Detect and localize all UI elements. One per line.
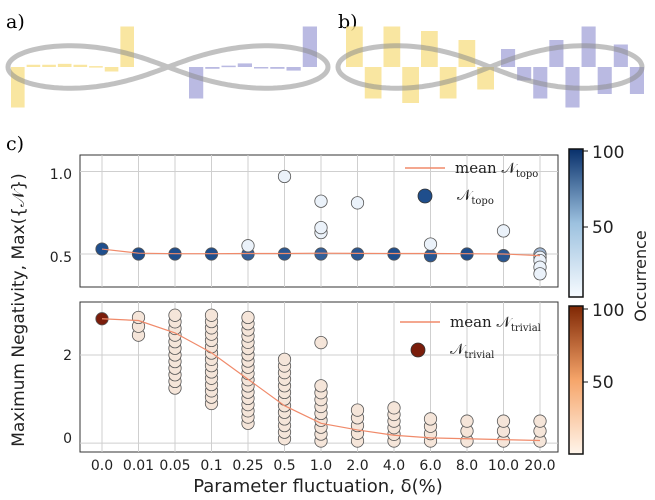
y-axis-label: Maximum Negativity, Max({𝒩}) — [9, 173, 29, 447]
panel-label-c: c) — [6, 133, 24, 155]
x-tick-label: 0.1 — [200, 458, 222, 474]
amplitude-bar — [89, 66, 103, 68]
top-ytick-label: 0.5 — [50, 250, 72, 266]
lemniscate-curve — [5, 43, 331, 91]
top-points — [95, 169, 547, 281]
top-legend-mean-label: mean 𝒩topo — [455, 159, 538, 180]
x-axis-label: Parameter fluctuation, δ(%) — [193, 476, 443, 497]
colorbar-topo — [568, 148, 584, 298]
topo-point — [350, 196, 365, 210]
panel-b-lemniscate — [335, 26, 645, 108]
colorbar-trivial-tick-label: 50 — [592, 373, 614, 393]
amplitude-bar — [42, 64, 56, 67]
amplitude-bar — [57, 63, 72, 67]
topo-point — [277, 169, 292, 184]
x-tick-label: 6.0 — [419, 458, 441, 474]
bottom-legend-mean-label: mean 𝒩trivial — [450, 313, 541, 334]
amplitude-bar — [26, 64, 41, 67]
topo-point — [314, 247, 328, 261]
amplitude-bar — [302, 26, 317, 67]
x-tick-label: 20.0 — [524, 458, 555, 474]
lemniscate-curve — [335, 43, 645, 91]
colorbar-topo-tick-label: 50 — [592, 218, 614, 238]
top-legend-marker — [417, 188, 433, 204]
top-y-ticks: 0.5 1.0 — [50, 167, 72, 266]
trivial-point — [423, 412, 438, 426]
amplitude-bar — [402, 67, 419, 103]
trivial-point — [241, 310, 255, 325]
x-tick-label: 0.05 — [159, 458, 190, 474]
amplitude-bar — [270, 67, 285, 69]
topo-point — [314, 194, 328, 208]
topo-point — [241, 239, 255, 253]
topo-point — [314, 221, 328, 235]
x-tick-label: 0.5 — [273, 458, 295, 474]
panel-label-a: a) — [6, 11, 25, 33]
colorbar-trivial-tick-label: 100 — [592, 301, 624, 321]
trivial-point — [277, 352, 292, 366]
panel-a-lemniscate — [5, 26, 331, 108]
amplitude-bar — [346, 26, 363, 67]
x-tick-label: 0.25 — [232, 458, 263, 474]
trivial-point — [314, 379, 328, 393]
x-tick-label: 1.0 — [310, 458, 332, 474]
amplitude-bar — [104, 67, 119, 72]
trivial-point — [168, 308, 182, 322]
bottom-y-ticks: 0 2 — [63, 348, 72, 447]
trivial-point — [204, 308, 219, 322]
bottom-mean-line — [101, 318, 541, 442]
topo-point — [533, 267, 547, 281]
topo-point — [496, 224, 511, 238]
x-tick-label: 0.0 — [91, 458, 113, 474]
colorbar-label: Occurrence — [631, 230, 650, 321]
bottom-plot-frame — [79, 301, 559, 453]
top-mean-line — [101, 248, 541, 257]
topo-point — [496, 249, 511, 263]
amplitude-bar — [189, 67, 204, 99]
bottom-ytick-label: 2 — [63, 348, 72, 364]
amplitude-bar — [221, 65, 236, 68]
trivial-point — [387, 401, 401, 415]
amplitude-bar — [597, 67, 612, 94]
amplitude-bar — [237, 63, 252, 67]
x-tick-label: 10.0 — [488, 458, 519, 474]
trivial-point — [496, 414, 511, 428]
trivial-point — [533, 414, 547, 428]
colorbar-topo-tick-label: 100 — [592, 143, 624, 163]
topo-point — [423, 249, 438, 263]
topo-point — [131, 247, 146, 261]
amplitude-bar — [120, 26, 134, 67]
bottom-ytick-label: 0 — [63, 431, 72, 447]
topo-point — [350, 247, 365, 261]
amplitude-bar — [364, 67, 382, 99]
topo-point — [423, 237, 438, 251]
amplitude-bar — [73, 64, 88, 67]
top-plot-frame — [79, 154, 559, 288]
trivial-point — [314, 335, 328, 350]
trivial-point — [350, 403, 365, 417]
x-tick-labels: 0.0 0.01 0.05 0.1 0.25 0.5 1.0 2.0 4.0 6.0 8.0 10.0… — [91, 458, 556, 474]
amplitude-bar — [254, 67, 269, 69]
amplitude-bar — [286, 67, 301, 71]
bottom-legend-marker — [410, 342, 426, 358]
amplitude-bar — [205, 67, 220, 69]
top-legend-marker-label: 𝒩topo — [457, 186, 494, 207]
x-tick-label: 2.0 — [346, 458, 368, 474]
x-tick-label: 8.0 — [456, 458, 478, 474]
x-tick-label: 0.01 — [123, 458, 154, 474]
amplitude-bar — [549, 40, 564, 67]
trivial-point — [460, 414, 474, 428]
x-tick-label: 4.0 — [383, 458, 405, 474]
bottom-legend-marker-label: 𝒩trivial — [450, 340, 494, 361]
top-ytick-label: 1.0 — [50, 167, 72, 183]
colorbar-trivial — [568, 305, 584, 455]
